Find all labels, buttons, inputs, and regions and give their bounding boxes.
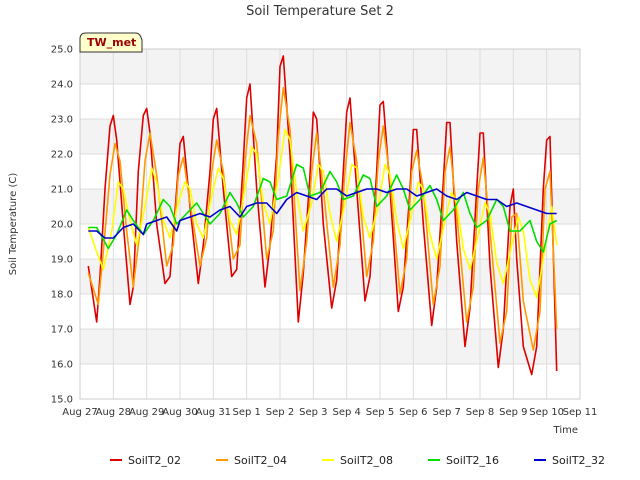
- legend-label: SoilT2_08: [340, 454, 393, 467]
- y-tick-label: 19.0: [51, 255, 73, 266]
- x-tick-label: Sep 11: [563, 407, 598, 418]
- chart-title: Soil Temperature Set 2: [246, 4, 394, 19]
- y-tick-label: 21.0: [51, 185, 73, 196]
- x-tick-label: Aug 27: [62, 407, 97, 418]
- legend-label: SoilT2_04: [234, 454, 287, 467]
- x-tick-label: Sep 3: [299, 407, 327, 418]
- plot-band: [80, 329, 580, 364]
- series-line-soilt2_16: [88, 163, 558, 253]
- legend-label: SoilT2_32: [552, 454, 605, 467]
- y-tick-label: 17.0: [51, 325, 73, 336]
- y-tick-label: 22.0: [51, 150, 73, 161]
- x-tick-label: Sep 5: [366, 407, 394, 418]
- plot-band: [80, 84, 580, 119]
- x-tick-label: Sep 10: [529, 407, 564, 418]
- plot-band: [80, 49, 580, 84]
- y-axis-ticks: 15.0 16.0 17.0 18.0 19.0 20.0 21.0 22.0 23.0 24.0…: [51, 45, 73, 406]
- x-tick-label: Sep 2: [266, 407, 294, 418]
- x-tick-label: Sep 9: [499, 407, 527, 418]
- legend-label: SoilT2_16: [446, 454, 499, 467]
- legend: SoilT2_02 SoilT2_04 SoilT2_08 SoilT2_16 Soil…: [110, 454, 605, 467]
- plot-frame: [79, 48, 581, 400]
- y-tick-label: 23.0: [51, 115, 73, 126]
- series-line-soilt2_32: [88, 188, 557, 239]
- site-badge-label: TW_met: [87, 36, 136, 49]
- y-axis-label: Soil Temperature (C): [8, 173, 19, 276]
- x-axis-label: Time: [553, 425, 578, 436]
- x-tick-label: Sep 6: [399, 407, 427, 418]
- x-tick-label: Sep 1: [232, 407, 260, 418]
- x-tick-label: Aug 31: [196, 407, 231, 418]
- plot-band: [80, 364, 580, 399]
- x-tick-label: Sep 4: [332, 407, 360, 418]
- series-line-soilt2_04: [87, 86, 558, 351]
- x-tick-label: Aug 28: [96, 407, 131, 418]
- x-tick-label: Aug 30: [162, 407, 197, 418]
- y-tick-label: 16.0: [51, 360, 73, 371]
- y-tick-label: 15.0: [51, 395, 73, 406]
- y-tick-label: 18.0: [51, 290, 73, 301]
- x-tick-label: Sep 7: [432, 407, 460, 418]
- series-lines: [87, 55, 558, 376]
- site-badge: TW_met: [79, 32, 143, 53]
- series-line-soilt2_02: [87, 55, 558, 376]
- y-tick-label: 20.0: [51, 220, 73, 231]
- y-tick-label: 25.0: [51, 45, 73, 56]
- plot-band: [80, 119, 580, 154]
- x-tick-label: Sep 8: [466, 407, 494, 418]
- legend-label: SoilT2_02: [128, 454, 181, 467]
- y-tick-label: 24.0: [51, 80, 73, 91]
- x-tick-label: Aug 29: [129, 407, 164, 418]
- plot-background: [80, 49, 580, 399]
